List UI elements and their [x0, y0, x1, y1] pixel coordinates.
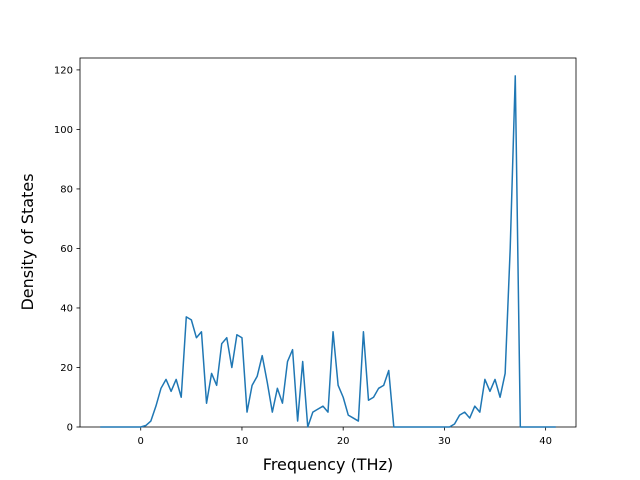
x-axis-label: Frequency (THz)	[263, 455, 393, 474]
y-axis-label: Density of States	[18, 173, 37, 310]
y-tick-label: 120	[54, 65, 73, 76]
plot-area	[79, 57, 577, 428]
x-tick-label: 0	[138, 436, 144, 447]
x-tick-label: 40	[539, 436, 552, 447]
x-tick-label: 30	[438, 436, 451, 447]
x-tick-label: 10	[236, 436, 249, 447]
y-tick-label: 60	[60, 244, 73, 255]
y-tick-label: 80	[60, 184, 73, 195]
y-tick-label: 0	[67, 423, 73, 434]
y-tick-label: 40	[60, 303, 73, 314]
x-tick-label: 20	[337, 436, 350, 447]
y-tick-label: 20	[60, 363, 73, 374]
y-tick-label: 100	[54, 125, 73, 136]
line-series	[100, 75, 556, 428]
